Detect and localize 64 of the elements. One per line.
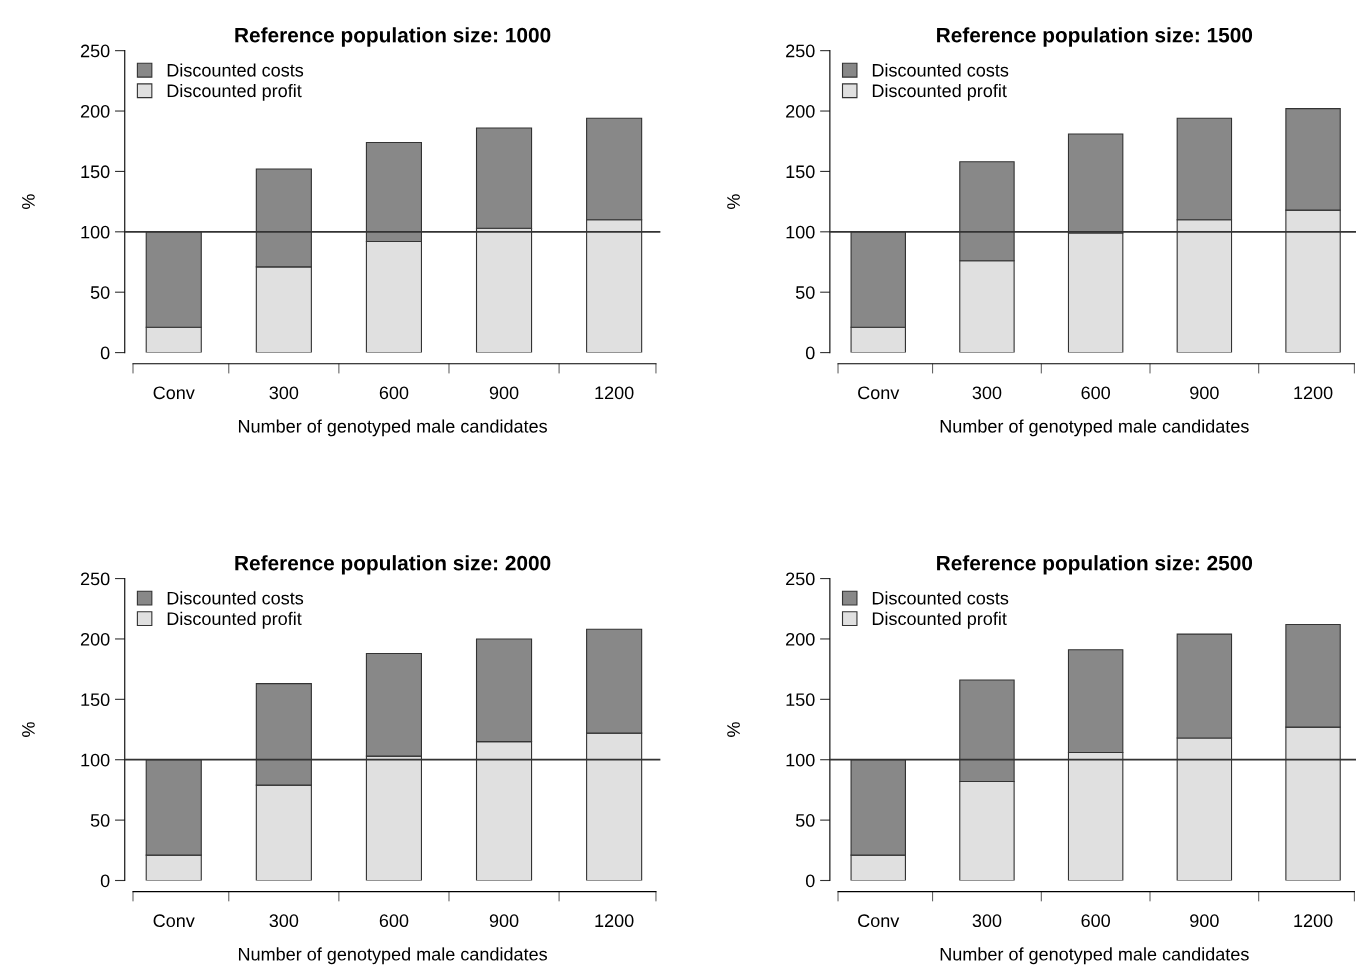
x-axis-title: Number of genotyped male candidates — [238, 947, 547, 965]
y-tick-label: 200 — [786, 632, 815, 646]
legend-label: Discounted costs — [167, 63, 304, 77]
y-tick-label: 250 — [80, 44, 110, 58]
x-tick-label: Conv — [153, 914, 195, 928]
y-axis-title: % — [727, 722, 740, 737]
x-tick-label: 900 — [1190, 386, 1219, 400]
y-axis-title: % — [727, 194, 740, 209]
y-tick-label: 0 — [100, 346, 110, 360]
chart-title: Reference population size: 1000 — [235, 27, 551, 47]
x-tick-label: 600 — [379, 386, 409, 400]
x-tick-label: 300 — [972, 386, 1002, 400]
chart-title: Reference population size: 2500 — [937, 555, 1253, 575]
y-tick-label: 150 — [81, 165, 110, 179]
y-tick-label: 50 — [90, 814, 110, 827]
y-tick-label: 200 — [80, 632, 110, 646]
x-tick-label: 600 — [379, 914, 409, 928]
x-tick-label: 900 — [489, 386, 519, 400]
legend-label: Discounted costs — [872, 591, 1009, 605]
legend-label: Discounted costs — [872, 63, 1009, 77]
y-tick-label: 100 — [81, 225, 110, 239]
y-tick-label: 0 — [100, 874, 110, 888]
y-tick-label: 200 — [786, 104, 815, 118]
y-tick-label: 50 — [795, 814, 815, 827]
chart-title: Reference population size: 2000 — [235, 555, 551, 575]
legend-label: Discounted profit — [167, 83, 302, 101]
x-tick-label: Conv — [153, 386, 195, 400]
x-tick-label: 600 — [1081, 386, 1111, 400]
y-tick-label: 150 — [81, 693, 110, 707]
x-tick-label: 300 — [972, 914, 1002, 928]
y-tick-label: 150 — [786, 693, 815, 707]
x-tick-label: 1200 — [595, 386, 634, 400]
y-tick-label: 50 — [795, 286, 815, 299]
x-tick-label: 900 — [1190, 914, 1219, 928]
y-tick-label: 150 — [786, 165, 815, 179]
y-tick-label: 100 — [81, 753, 110, 767]
legend-label: Discounted profit — [872, 611, 1007, 629]
chart-title: Reference population size: 1500 — [937, 27, 1253, 47]
y-tick-label: 100 — [786, 225, 815, 239]
x-axis-title: Number of genotyped male candidates — [940, 419, 1249, 437]
x-tick-label: Conv — [858, 914, 900, 928]
y-tick-label: 250 — [786, 44, 815, 58]
x-tick-label: 900 — [489, 914, 519, 928]
x-tick-label: 1200 — [1294, 386, 1333, 400]
y-tick-label: 50 — [90, 286, 110, 299]
x-tick-label: 1200 — [1294, 914, 1333, 928]
x-tick-label: 600 — [1081, 914, 1111, 928]
y-tick-label: 0 — [805, 346, 815, 360]
y-axis-title: % — [22, 722, 35, 737]
x-axis-title: Number of genotyped male candidates — [238, 419, 547, 437]
y-tick-label: 0 — [805, 874, 815, 888]
x-tick-label: 300 — [269, 914, 299, 928]
y-tick-label: 250 — [80, 572, 110, 586]
x-tick-label: 300 — [269, 386, 299, 400]
y-tick-label: 200 — [80, 104, 110, 118]
legend-label: Discounted profit — [872, 83, 1007, 101]
legend-label: Discounted profit — [167, 611, 302, 629]
x-tick-label: Conv — [858, 386, 900, 400]
x-tick-label: 1200 — [595, 914, 634, 928]
x-axis-title: Number of genotyped male candidates — [940, 947, 1249, 965]
y-tick-label: 100 — [786, 753, 815, 767]
y-tick-label: 250 — [786, 572, 815, 586]
legend-label: Discounted costs — [167, 591, 304, 605]
y-axis-title: % — [22, 194, 35, 209]
